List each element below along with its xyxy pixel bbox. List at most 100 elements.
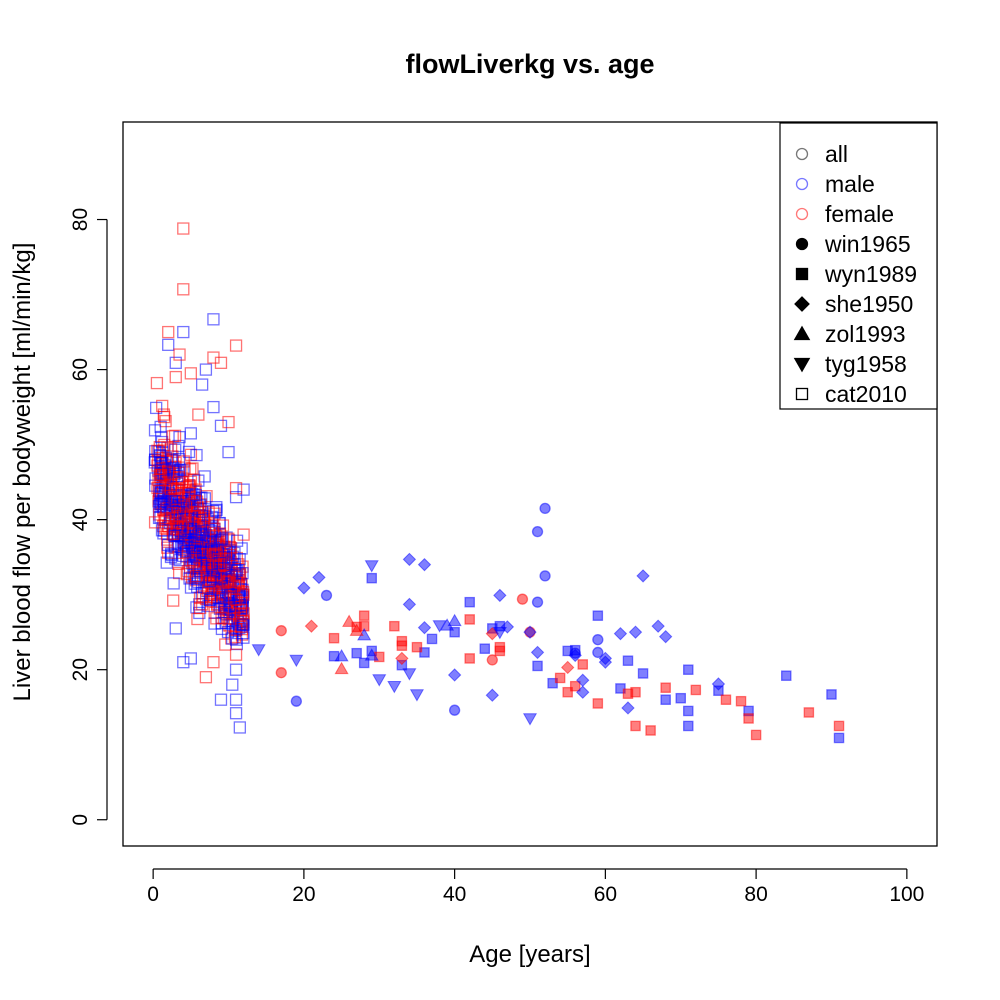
point-she1950 (560, 660, 575, 675)
point-tyg1958 (522, 713, 538, 726)
point-cat2010 (169, 370, 182, 384)
point-cat2010 (189, 569, 203, 583)
point-cat2010 (177, 283, 190, 296)
point-cat2010 (173, 509, 186, 522)
point-wyn1989 (645, 725, 656, 736)
point-zol1993 (342, 614, 357, 627)
legend-marker (795, 237, 809, 251)
point-cat2010 (210, 503, 223, 516)
point-wyn1989 (781, 670, 792, 681)
point-cat2010 (228, 558, 242, 571)
point-wyn1989 (750, 729, 762, 741)
y-tick-label: 20 (69, 658, 92, 681)
chart-title: flowLiverkg vs. age (405, 49, 654, 79)
point-she1950 (402, 552, 417, 567)
y-tick-label: 40 (69, 508, 92, 531)
point-wyn1989 (358, 610, 370, 621)
point-cat2010 (178, 501, 191, 514)
point-cat2010 (164, 547, 178, 560)
point-win1965 (592, 646, 604, 659)
point-she1950 (493, 588, 507, 603)
point-wyn1989 (547, 677, 558, 689)
point-cat2010 (203, 593, 217, 606)
point-win1965 (531, 525, 544, 538)
point-cat2010 (170, 502, 183, 515)
x-axis-label: Age [years] (469, 941, 590, 968)
point-win1965 (592, 634, 604, 646)
point-cat2010 (233, 721, 246, 734)
point-tyg1958 (251, 644, 266, 657)
point-cat2010 (207, 656, 220, 669)
point-she1950 (485, 688, 500, 702)
point-cat2010 (156, 494, 170, 507)
point-wyn1989 (366, 572, 377, 584)
point-she1950 (613, 626, 628, 641)
legend: all male female win1965 wyn1989 she1950 zol199… (779, 122, 938, 410)
point-cat2010 (237, 483, 250, 496)
point-zol1993 (334, 648, 349, 662)
point-tyg1958 (402, 668, 417, 681)
point-wyn1989 (615, 683, 626, 694)
point-cat2010 (229, 648, 243, 661)
point-cat2010 (190, 533, 204, 547)
point-wyn1989 (464, 653, 475, 664)
point-wyn1989 (328, 632, 340, 644)
point-wyn1989 (396, 640, 408, 651)
point-cat2010 (224, 588, 237, 601)
point-cat2010 (184, 367, 197, 380)
point-zol1993 (447, 613, 462, 627)
point-wyn1989 (494, 645, 506, 657)
point-cat2010 (150, 376, 164, 390)
point-cat2010 (167, 577, 180, 590)
y-axis-label: Liver blood flow per bodyweight [ml/min/… (9, 243, 36, 702)
point-cat2010 (169, 622, 182, 635)
point-wyn1989 (630, 720, 641, 732)
point-wyn1989 (675, 692, 686, 704)
plot-frame (122, 121, 938, 847)
point-cat2010 (148, 516, 162, 529)
point-cat2010 (184, 652, 197, 665)
point-cat2010 (162, 338, 175, 351)
legend-item-wyn1989: wyn1989 (795, 261, 917, 287)
point-wyn1989 (411, 641, 423, 653)
legend-item-all: all (795, 141, 848, 167)
legend-label: female (825, 201, 894, 227)
point-cat2010 (207, 400, 220, 414)
point-cat2010 (202, 505, 215, 519)
point-cat2010 (188, 494, 201, 507)
point-cat2010 (161, 546, 175, 559)
legend-item-tyg1958: tyg1958 (793, 351, 907, 377)
point-she1950 (447, 668, 462, 682)
y-tick-label: 0 (69, 814, 92, 826)
point-cat2010 (222, 415, 235, 429)
point-wyn1989 (630, 686, 641, 698)
point-cat2010 (236, 585, 250, 599)
point-she1950 (576, 685, 590, 699)
point-cat2010 (167, 594, 180, 607)
legend-marker (795, 387, 809, 401)
point-cat2010 (199, 671, 213, 684)
legend-item-she1950: she1950 (794, 291, 913, 317)
point-win1965 (516, 593, 529, 605)
point-cat2010 (183, 572, 196, 585)
point-win1965 (320, 589, 333, 602)
legend-label: wyn1989 (824, 261, 917, 287)
point-she1950 (658, 629, 673, 644)
legend-label: win1965 (824, 231, 911, 257)
point-cat2010 (151, 481, 164, 495)
point-cat2010 (165, 548, 178, 562)
legend-marker (794, 296, 810, 312)
legend-marker (793, 357, 811, 373)
point-tyg1958 (372, 674, 387, 687)
point-cat2010 (210, 612, 223, 625)
point-she1950 (530, 645, 545, 660)
point-cat2010 (177, 222, 190, 235)
point-she1950 (636, 569, 650, 583)
point-she1950 (568, 648, 582, 663)
point-wyn1989 (735, 695, 747, 707)
point-cat2010 (207, 549, 220, 562)
point-wyn1989 (833, 732, 845, 744)
point-cat2010 (153, 448, 167, 462)
point-cat2010 (206, 570, 220, 584)
point-wyn1989 (833, 720, 845, 732)
